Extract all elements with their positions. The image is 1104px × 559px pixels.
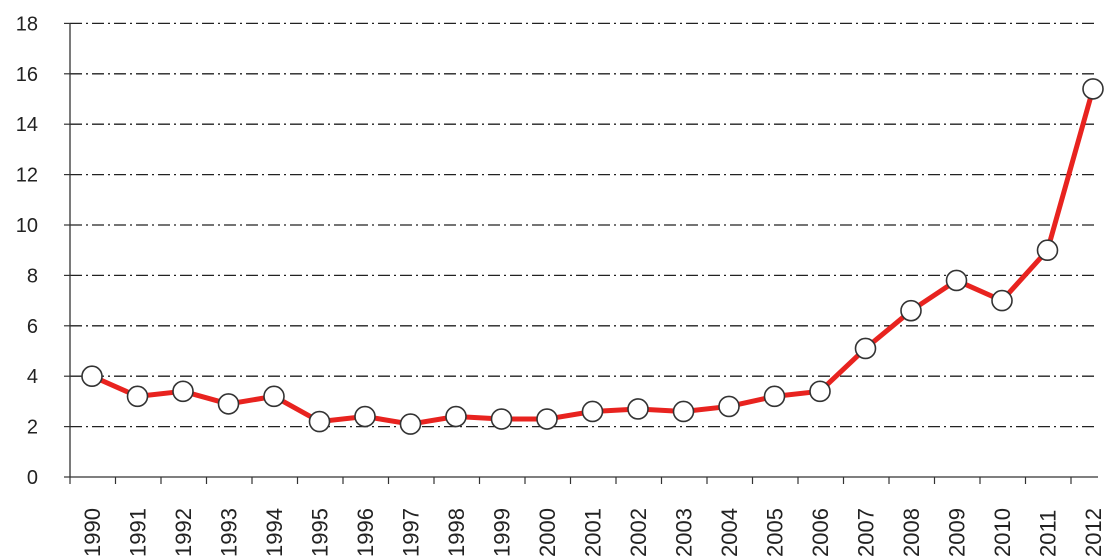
- x-tick-label: 2009: [945, 508, 970, 557]
- y-tick-label: 16: [16, 64, 38, 86]
- x-tick-label: 1998: [444, 508, 469, 557]
- y-tick-label: 18: [16, 13, 38, 35]
- grid-lines: [70, 22, 1098, 428]
- x-tick-label: 1991: [126, 508, 151, 557]
- data-point-1993: [217, 393, 240, 415]
- axes: [64, 22, 1098, 484]
- data-point-1999: [490, 408, 513, 430]
- data-point-2001: [581, 400, 604, 423]
- x-tick-label: 2011: [1036, 510, 1061, 557]
- data-point-1996: [354, 405, 376, 428]
- x-tick-label: 2008: [899, 508, 924, 557]
- x-tick-label: 2012: [1081, 508, 1104, 557]
- y-tick-label: 8: [27, 265, 38, 287]
- y-tick-label: 0: [27, 467, 38, 489]
- data-point-2000: [536, 408, 558, 430]
- x-axis-tick-labels: 1990 1991 1992 1993 1994 1995 1996 1997 1998 1999…: [80, 508, 1104, 557]
- y-tick-label: 12: [16, 165, 38, 187]
- data-point-1992: [172, 380, 194, 403]
- x-tick-label: 1997: [399, 508, 424, 557]
- x-tick-label: 2001: [581, 508, 606, 557]
- x-tick-label: 2000: [535, 508, 560, 557]
- x-tick-label: 1995: [308, 508, 333, 557]
- y-tick-label: 2: [27, 417, 38, 439]
- data-point-2004: [718, 395, 740, 418]
- data-point-2011: [1036, 239, 1059, 261]
- data-point-1997: [399, 413, 422, 435]
- x-tick-label: 2010: [990, 508, 1015, 557]
- data-point-2009: [945, 269, 968, 292]
- x-tick-label: 1999: [490, 508, 515, 557]
- data-point-1991: [126, 385, 149, 408]
- y-axis-tick-labels: 0 2 4 6 8 10 12 14 16 18: [16, 13, 38, 489]
- data-point-1995: [308, 410, 331, 433]
- data-point-2008: [900, 299, 922, 322]
- x-tick-label: 2007: [854, 508, 879, 557]
- x-tick-label: 2003: [672, 508, 697, 557]
- data-point-2007: [854, 337, 877, 360]
- data-point-1990: [81, 365, 103, 388]
- series-line: [89, 86, 1096, 427]
- y-tick-label: 6: [27, 316, 38, 338]
- data-point-1998: [445, 405, 467, 428]
- x-tick-label: 1994: [262, 508, 287, 557]
- x-tick-label: 2006: [808, 508, 833, 557]
- data-point-2005: [763, 385, 786, 408]
- x-tick-label: 2002: [626, 508, 651, 557]
- series: [81, 78, 1104, 435]
- y-tick-label: 14: [16, 114, 38, 136]
- data-point-2006: [809, 380, 831, 403]
- data-point-2003: [672, 400, 695, 423]
- x-tick-label: 1992: [171, 508, 196, 557]
- data-point-1994: [263, 385, 285, 408]
- y-tick-label: 4: [27, 366, 38, 388]
- x-tick-label: 2005: [763, 508, 788, 557]
- data-point-2010: [991, 289, 1013, 312]
- x-tick-label: 1993: [217, 508, 242, 557]
- y-tick-label: 10: [16, 215, 38, 237]
- x-tick-label: 2004: [717, 508, 742, 557]
- x-tick-label: 1996: [353, 508, 378, 557]
- data-point-2002: [627, 398, 649, 420]
- x-tick-label: 1990: [80, 508, 105, 557]
- data-point-2012: [1082, 78, 1104, 100]
